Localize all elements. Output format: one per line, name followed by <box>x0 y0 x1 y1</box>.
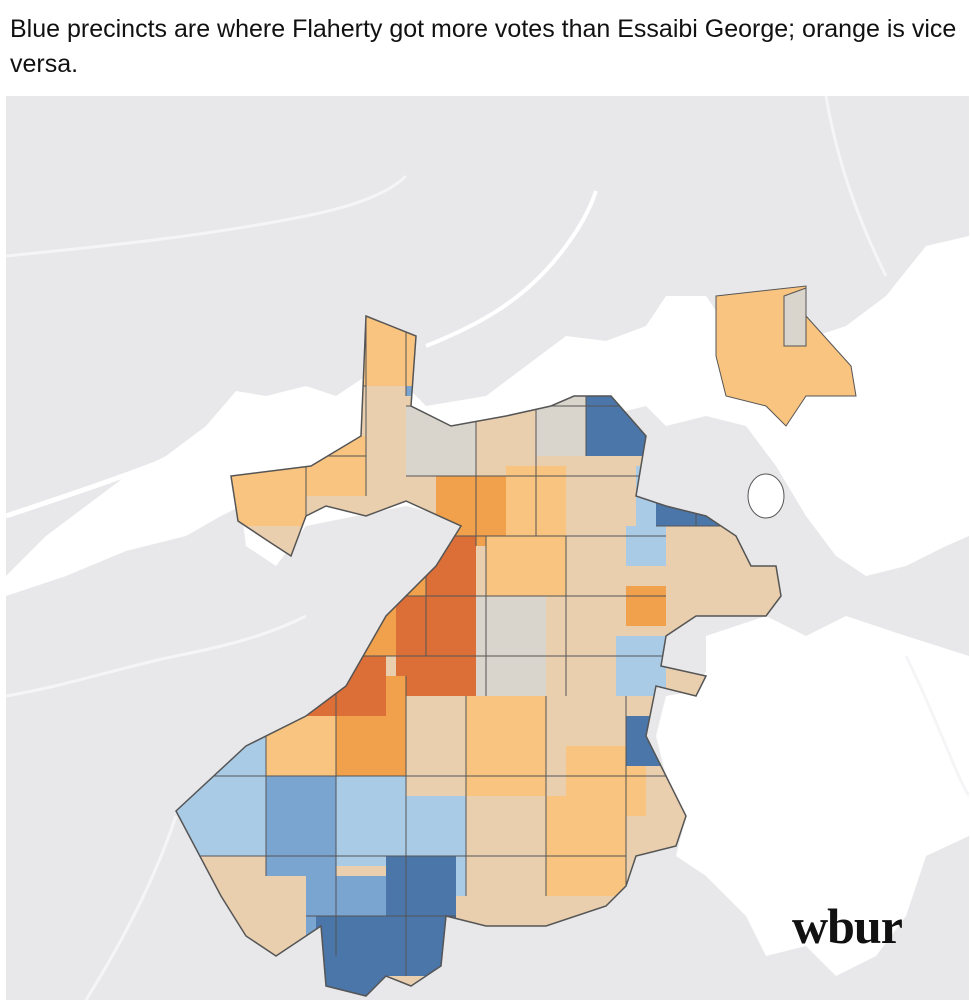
precinct-region <box>316 916 386 996</box>
precinct-region <box>406 696 466 796</box>
basemap-road-3 <box>84 815 178 1000</box>
precinct-region <box>266 776 336 876</box>
harbor-water-south <box>656 616 969 976</box>
precinct-region <box>546 796 626 896</box>
precinct-region <box>486 536 566 596</box>
basemap-road-5 <box>904 655 969 797</box>
basemap-road-4 <box>824 96 888 277</box>
precinct-region <box>336 776 406 866</box>
mystic-river <box>425 190 598 348</box>
precinct-region <box>466 796 546 856</box>
precinct-region <box>476 596 546 696</box>
airport-runway <box>783 287 807 347</box>
precinct-region <box>466 696 546 796</box>
precinct-boundary <box>176 775 686 917</box>
precinct-boundary <box>346 535 666 696</box>
map-title: Blue precincts are where Flaherty got mo… <box>10 15 957 78</box>
precinct-region <box>626 586 666 626</box>
precinct-boundary <box>176 655 686 976</box>
precinct-region <box>626 526 666 566</box>
wbur-logo: wbur <box>792 898 903 954</box>
basemap-road-1 <box>6 174 408 258</box>
boston-precinct-map <box>6 96 969 1000</box>
precinct-region <box>396 596 486 696</box>
precinct-region <box>616 636 666 696</box>
castle-island-shoreline <box>747 473 785 519</box>
precinct-region <box>566 536 626 616</box>
basemap-road-2 <box>6 614 307 698</box>
precinct-region <box>566 456 636 516</box>
